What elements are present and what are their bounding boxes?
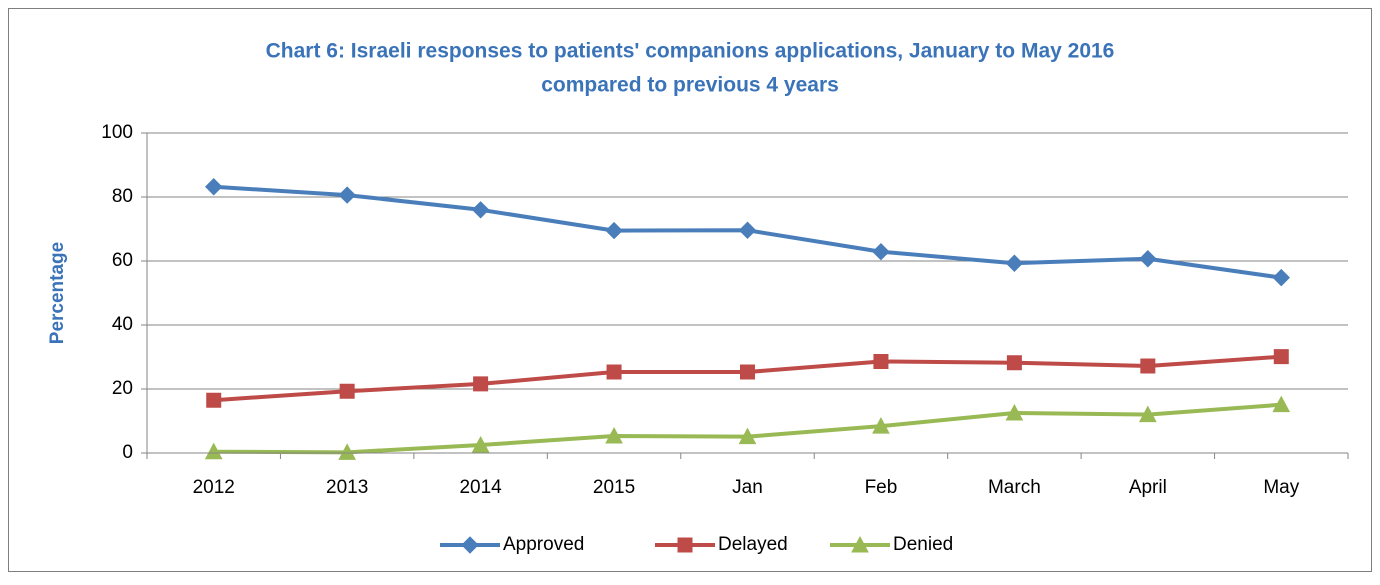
data-point xyxy=(471,435,490,453)
data-point xyxy=(471,201,490,219)
data-point xyxy=(339,383,355,399)
legend-label: Delayed xyxy=(718,534,788,555)
chart-title: compared to previous 4 years xyxy=(541,74,839,97)
x-tick-label: March xyxy=(988,477,1041,498)
legend-marker xyxy=(677,537,693,553)
data-point xyxy=(1272,268,1290,287)
x-tick-label: 2012 xyxy=(193,477,235,498)
data-point xyxy=(205,178,223,196)
y-tick-label: 20 xyxy=(112,378,133,399)
data-point xyxy=(1273,349,1289,365)
legend-label: Approved xyxy=(503,534,584,555)
x-tick-label: Jan xyxy=(732,477,763,498)
data-point xyxy=(204,442,223,460)
y-axis-label: Percentage xyxy=(47,242,68,344)
data-point xyxy=(872,417,890,434)
chart-frame xyxy=(8,8,1372,572)
data-point xyxy=(1006,355,1022,371)
y-tick-label: 60 xyxy=(112,250,133,271)
data-point xyxy=(1139,405,1157,423)
data-point xyxy=(873,353,889,369)
data-point xyxy=(738,221,757,239)
data-point xyxy=(1005,403,1024,421)
data-point xyxy=(1005,254,1024,272)
data-point xyxy=(605,221,623,240)
data-point xyxy=(1140,358,1156,374)
data-point xyxy=(338,443,356,460)
data-point xyxy=(872,243,890,261)
y-tick-label: 80 xyxy=(112,186,133,207)
y-tick-label: 0 xyxy=(122,442,133,463)
data-point xyxy=(473,376,489,392)
legend-label: Denied xyxy=(893,534,953,555)
chart-title: Chart 6: Israeli responses to patients' … xyxy=(266,40,1115,63)
data-point xyxy=(740,364,755,380)
data-point xyxy=(1139,250,1157,268)
data-point xyxy=(338,186,356,204)
x-tick-label: May xyxy=(1263,477,1299,498)
y-tick-label: 100 xyxy=(101,122,133,143)
legend-marker xyxy=(851,535,869,553)
data-point xyxy=(606,364,622,380)
x-tick-label: Feb xyxy=(865,477,898,498)
x-tick-label: 2015 xyxy=(593,477,635,498)
x-tick-label: 2013 xyxy=(326,477,368,498)
x-tick-label: April xyxy=(1129,477,1167,498)
x-tick-label: 2014 xyxy=(459,477,502,498)
data-point xyxy=(605,426,623,444)
y-tick-label: 40 xyxy=(112,314,133,335)
data-point xyxy=(206,392,222,408)
data-point xyxy=(1272,395,1291,413)
data-point xyxy=(738,427,757,445)
legend-marker xyxy=(461,536,479,554)
